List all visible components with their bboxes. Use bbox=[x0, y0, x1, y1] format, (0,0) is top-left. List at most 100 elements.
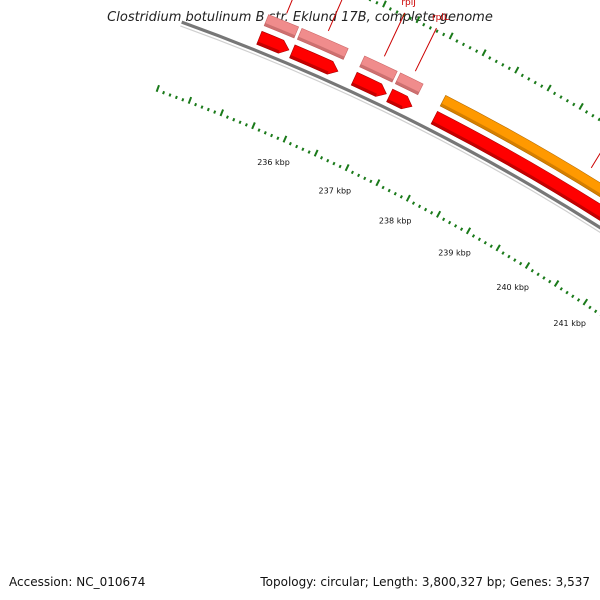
inner-tick bbox=[489, 244, 493, 248]
inner-tick bbox=[251, 122, 256, 130]
inner-tick bbox=[232, 117, 236, 122]
inner-tick bbox=[181, 98, 185, 102]
inner-tick bbox=[453, 224, 458, 228]
outer-tick bbox=[527, 77, 531, 81]
gene-leader-line bbox=[327, 0, 343, 32]
gene-feature-shadow bbox=[264, 22, 296, 39]
inner-tick bbox=[471, 234, 476, 238]
inner-tick bbox=[187, 96, 193, 104]
inner-tick bbox=[519, 261, 523, 266]
gene-leader-line bbox=[383, 12, 406, 57]
outer-tick bbox=[533, 80, 537, 85]
gene-leader-line bbox=[590, 152, 600, 169]
backbone-shadow bbox=[180, 25, 600, 234]
inner-tick bbox=[155, 84, 160, 93]
inner-tick bbox=[257, 128, 261, 132]
inner-tick bbox=[174, 95, 178, 100]
inner-tick bbox=[244, 123, 248, 127]
cds-track bbox=[256, 30, 600, 221]
accession-text: Accession: NC_010674 bbox=[9, 575, 146, 589]
map-title: Clostridium botulinum B str. Eklund 17B,… bbox=[107, 10, 493, 25]
inner-tick bbox=[507, 254, 511, 259]
outer-tick bbox=[546, 84, 552, 92]
inner-tick bbox=[553, 280, 560, 288]
axis-tick-label: 241 kbp bbox=[553, 319, 586, 328]
inner-tick bbox=[405, 194, 411, 202]
outer-tick bbox=[481, 49, 487, 57]
gene-track bbox=[263, 14, 600, 198]
outer-tick bbox=[494, 59, 498, 64]
inner-tick bbox=[501, 251, 505, 255]
outer-tick bbox=[559, 95, 563, 99]
inner-tick bbox=[270, 133, 274, 138]
gene-labels: rplKrplArplJrplLrpoBrpoC bbox=[286, 0, 600, 169]
outer-tick bbox=[461, 42, 466, 47]
inner-tick bbox=[276, 136, 280, 140]
inner-tick bbox=[542, 276, 546, 280]
inner-tick bbox=[263, 131, 267, 135]
gene-feature-shadow bbox=[297, 36, 345, 60]
inner-tick bbox=[357, 173, 361, 178]
outer-tick bbox=[584, 110, 589, 114]
inner-tick bbox=[381, 185, 385, 190]
inner-tick bbox=[307, 150, 311, 154]
inner-tick bbox=[442, 217, 446, 222]
inner-tick bbox=[295, 144, 299, 149]
axis-tick-label: 240 kbp bbox=[496, 283, 529, 292]
outer-tick bbox=[395, 10, 399, 14]
axis-tick-label: 237 kbp bbox=[319, 186, 352, 195]
cds-arrow-shadow bbox=[289, 55, 329, 75]
outer-tick bbox=[578, 102, 584, 110]
inner-tick bbox=[320, 156, 324, 160]
inner-tick bbox=[430, 210, 434, 215]
inner-tick bbox=[436, 210, 442, 218]
outer-tick bbox=[507, 66, 511, 71]
inner-tick bbox=[588, 305, 592, 310]
inner-tick bbox=[225, 115, 229, 119]
outer-tick bbox=[468, 45, 472, 50]
backbone-arc bbox=[181, 20, 600, 230]
inner-tick bbox=[369, 179, 373, 184]
inner-tick-ring bbox=[155, 84, 600, 316]
outer-tick bbox=[415, 16, 421, 24]
outer-tick bbox=[520, 73, 524, 78]
outer-tick bbox=[501, 63, 505, 67]
inner-tick bbox=[194, 102, 198, 107]
inner-tick bbox=[363, 176, 367, 181]
cds-arrow-rplJ bbox=[350, 71, 387, 97]
outer-tick bbox=[448, 32, 454, 40]
inner-tick bbox=[326, 158, 330, 163]
inner-tick bbox=[350, 170, 354, 175]
inner-tick bbox=[338, 164, 342, 169]
inner-tick bbox=[313, 149, 319, 157]
gene-leader-line bbox=[414, 27, 437, 72]
cds-arrow-rplA bbox=[289, 44, 339, 75]
gene-label: rplL bbox=[432, 13, 449, 23]
outer-tick-ring bbox=[368, 0, 600, 122]
inner-tick bbox=[576, 298, 581, 302]
inner-tick bbox=[375, 179, 381, 187]
inner-tick bbox=[344, 164, 350, 172]
backbone-group bbox=[180, 20, 600, 234]
outer-tick bbox=[442, 32, 446, 37]
inner-tick bbox=[459, 227, 464, 232]
cds-arrow-shadow bbox=[351, 82, 377, 97]
outer-tick bbox=[388, 7, 392, 11]
gene-feature-shadow bbox=[440, 103, 600, 197]
topology-summary: Topology: circular; Length: 3,800,327 bp… bbox=[260, 575, 590, 589]
outer-tick bbox=[382, 0, 387, 8]
inner-tick bbox=[423, 207, 428, 212]
inner-tick bbox=[571, 294, 575, 299]
inner-tick bbox=[200, 105, 204, 109]
inner-tick bbox=[301, 147, 305, 152]
inner-tick bbox=[559, 287, 563, 291]
inner-tick bbox=[582, 298, 589, 306]
gene-leader-line bbox=[286, 0, 293, 14]
cds-arrow-shadow bbox=[386, 98, 403, 109]
inner-tick bbox=[593, 309, 598, 314]
inner-tick bbox=[465, 227, 472, 235]
axis-tick-label: 236 kbp bbox=[257, 158, 290, 167]
inner-tick bbox=[477, 237, 482, 242]
inner-tick bbox=[393, 191, 397, 196]
